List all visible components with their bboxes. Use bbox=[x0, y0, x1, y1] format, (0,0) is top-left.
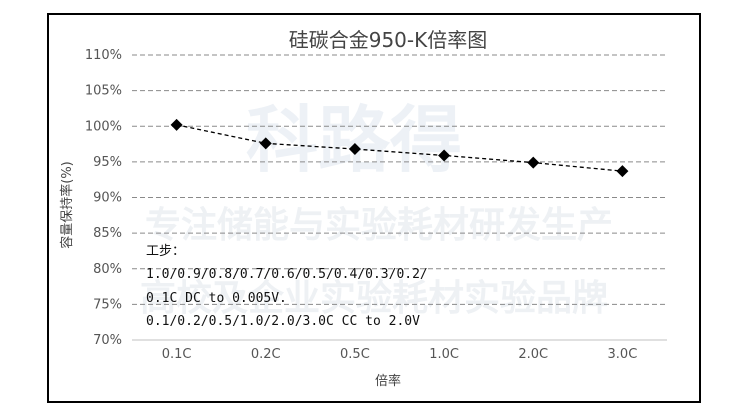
series-group bbox=[170, 118, 629, 178]
watermark-line1: 专注储能与实验耗材研发生产 bbox=[145, 205, 613, 246]
data-point-marker bbox=[259, 137, 272, 150]
annotation-line: 0.1C DC to 0.005V. bbox=[146, 291, 287, 306]
y-tick-label: 75% bbox=[93, 297, 122, 312]
watermark: 科路得 专注储能与实验耗材研发生产 高校及企业实验耗材实验品牌 bbox=[140, 98, 613, 319]
y-tick-label: 110% bbox=[85, 48, 122, 63]
x-tick-label: 3.0C bbox=[608, 347, 638, 362]
chart-svg: 科路得 专注储能与实验耗材研发生产 高校及企业实验耗材实验品牌 硅碳合金950-… bbox=[59, 28, 667, 389]
y-tick-label: 80% bbox=[93, 262, 122, 277]
data-point-marker bbox=[438, 149, 451, 162]
watermark-line2: 高校及企业实验耗材实验品牌 bbox=[140, 277, 608, 319]
data-point-marker bbox=[348, 143, 361, 156]
y-tick-label: 90% bbox=[93, 191, 122, 206]
x-axis-label: 倍率 bbox=[375, 373, 401, 389]
annotation-box: 工步： 1.0/0.9/0.8/0.7/0.6/0.5/0.4/0.3/0.2/… bbox=[146, 244, 428, 329]
annotation-line: 1.0/0.9/0.8/0.7/0.6/0.5/0.4/0.3/0.2/ bbox=[146, 267, 428, 282]
x-tick-label: 0.1C bbox=[162, 347, 192, 362]
y-tick-label: 105% bbox=[85, 84, 122, 99]
y-tick-label: 100% bbox=[85, 119, 122, 134]
x-tick-label: 0.5C bbox=[340, 347, 370, 362]
data-point-marker bbox=[170, 118, 183, 131]
y-tick-label: 85% bbox=[93, 226, 122, 241]
y-tick-label: 95% bbox=[93, 155, 122, 170]
x-tick-label: 1.0C bbox=[429, 347, 459, 362]
chart-title: 硅碳合金950-K倍率图 bbox=[289, 28, 488, 52]
annotation-title: 工步： bbox=[146, 244, 185, 259]
data-point-marker bbox=[616, 165, 629, 178]
y-tick-labels: 70% 75% 80% 85% 90% 95% 100% 105% 110% bbox=[85, 48, 122, 348]
data-point-marker bbox=[527, 156, 540, 169]
x-tick-label: 0.2C bbox=[251, 347, 281, 362]
grid bbox=[132, 54, 667, 305]
y-tick-label: 70% bbox=[93, 333, 122, 348]
annotation-line: 0.1/0.2/0.5/1.0/2.0/3.0C CC to 2.0V bbox=[146, 314, 420, 329]
x-tick-label: 2.0C bbox=[518, 347, 548, 362]
chart-frame: 科路得 专注储能与实验耗材研发生产 高校及企业实验耗材实验品牌 硅碳合金950-… bbox=[47, 13, 701, 403]
y-axis-label: 容量保持率(%) bbox=[59, 161, 75, 249]
series-line bbox=[176, 124, 623, 172]
watermark-logo: 科路得 bbox=[246, 98, 462, 182]
x-tick-labels: 0.1C 0.2C 0.5C 1.0C 2.0C 3.0C bbox=[162, 347, 638, 362]
